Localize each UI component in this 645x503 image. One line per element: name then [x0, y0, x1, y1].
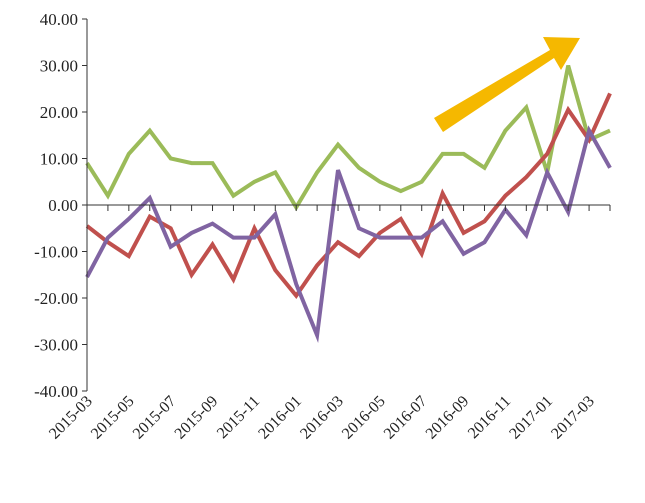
y-tick-label: 30.00	[40, 57, 78, 76]
y-tick-label: -10.00	[34, 243, 78, 262]
x-tick-label: 2015-05	[88, 393, 138, 443]
y-tick-label: -30.00	[34, 336, 78, 355]
series-layer	[85, 64, 612, 343]
x-tick-label: 2015-09	[172, 393, 222, 443]
x-tick-label: 2016-11	[465, 393, 514, 442]
x-tick-label: 2017-03	[548, 393, 598, 443]
series-line-1	[85, 64, 611, 212]
y-tick-label: 40.00	[40, 10, 78, 29]
x-tick-label: 2016-09	[423, 393, 473, 443]
x-tick-label: 2016-03	[297, 393, 347, 443]
y-tick-label: 20.00	[40, 103, 78, 122]
annotation-layer	[434, 37, 580, 132]
series-line-2	[85, 92, 612, 300]
series-line-3	[85, 125, 612, 343]
y-tick-label: 10.00	[40, 150, 78, 169]
x-tick-label: 2015-11	[214, 393, 263, 442]
y-tick-label: -20.00	[34, 289, 78, 308]
x-tick-label: 2016-07	[381, 393, 431, 443]
x-tick-label: 2016-05	[339, 393, 389, 443]
y-tick-label: -40.00	[34, 382, 78, 401]
x-tick-label: 2016-01	[255, 393, 305, 443]
y-tick-label: 0.00	[48, 196, 78, 215]
x-tick-label: 2017-01	[506, 393, 556, 443]
trend-arrow	[434, 37, 580, 132]
x-tick-label: 2015-07	[130, 393, 180, 443]
